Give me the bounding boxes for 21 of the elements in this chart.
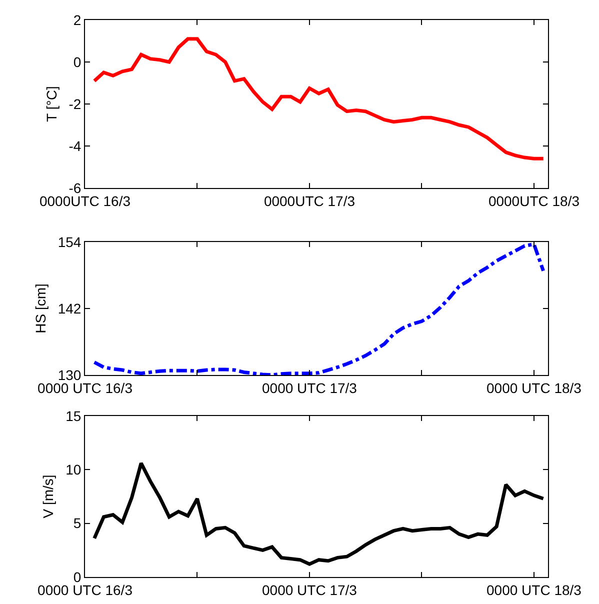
x-tick-label: 0000 UTC 18/3 [486,380,582,396]
x-tick-label: 0000UTC 17/3 [264,192,356,209]
y-tick-label: 15 [66,408,82,424]
line-series [92,242,546,375]
y-tick-label: -4 [68,138,82,154]
x-tick-label: 0000 UTC 17/3 [262,380,358,396]
y-tick-label: 2 [73,12,82,28]
x-tick-label: 0000 UTC 17/3 [262,582,358,598]
y-axis-title: V [m/s] [40,474,56,518]
y-tick-label: 0 [73,54,82,70]
y-tick-label: 10 [66,462,82,478]
y-tick-label: -2 [68,96,82,112]
x-tick-label: 0000UTC 18/3 [488,192,580,209]
y-tick-label: 142 [58,300,82,316]
y-tick-label: 154 [58,234,82,250]
y-axis-title: T [°C] [43,86,60,122]
line-series [92,461,546,566]
line-series [92,37,546,160]
x-tick-label: 0000 UTC 18/3 [486,582,582,598]
y-tick-label: 5 [73,515,82,532]
y-axis-title: HS [cm] [32,284,48,334]
